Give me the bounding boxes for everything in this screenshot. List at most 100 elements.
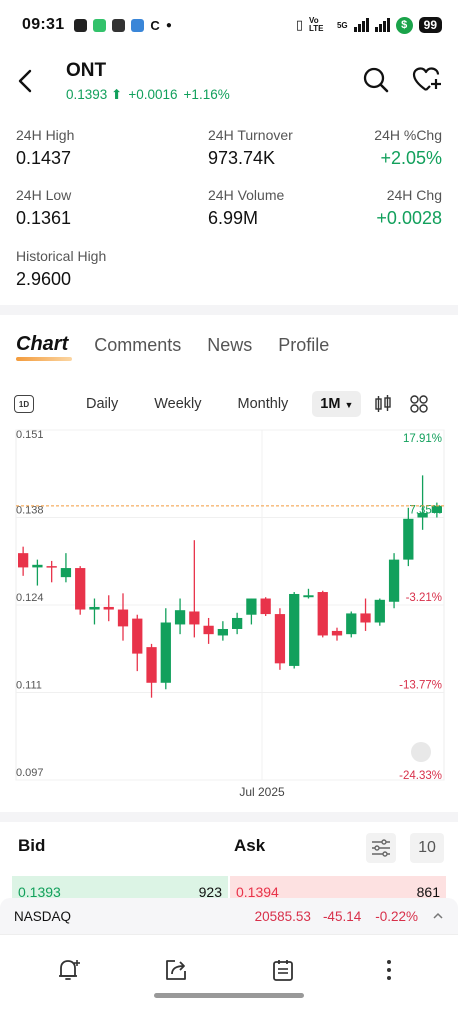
tab-news[interactable]: News bbox=[207, 335, 253, 355]
candle-body bbox=[374, 599, 385, 623]
section-divider-2 bbox=[0, 812, 458, 822]
grid-layout-icon[interactable] bbox=[409, 394, 429, 414]
bid-qty: 923 bbox=[198, 884, 222, 900]
bottom-toolbar bbox=[0, 934, 458, 1006]
dot-icon: ● bbox=[165, 19, 172, 31]
candle-body bbox=[89, 606, 100, 610]
app-icon bbox=[112, 18, 126, 32]
c-icon: C bbox=[150, 17, 160, 33]
y-tick-label: 0.124 bbox=[16, 592, 44, 604]
pct-tick-label: 17.91% bbox=[403, 433, 442, 445]
share-icon[interactable] bbox=[163, 957, 189, 983]
candle-body bbox=[189, 611, 200, 625]
status-right: ▯ Vo LTE 5G $ 99 bbox=[296, 16, 442, 34]
ask-row: 0.1394 861 bbox=[230, 876, 446, 902]
candle-body bbox=[346, 613, 357, 635]
stat-24h-high: 24H High 0.1437 bbox=[16, 127, 75, 168]
index-ticker[interactable]: NASDAQ 20585.53 -45.14 -0.22% bbox=[0, 898, 458, 934]
notes-icon[interactable] bbox=[270, 957, 296, 983]
period-1d[interactable]: 1D bbox=[14, 395, 34, 413]
stat-24h-pctchg: 24H %Chg +2.05% bbox=[374, 127, 442, 168]
up-arrow-icon: ⬆ bbox=[107, 87, 123, 102]
tab-profile[interactable]: Profile bbox=[278, 335, 330, 355]
candle-body bbox=[75, 568, 86, 610]
home-indicator bbox=[154, 993, 304, 998]
index-change: -45.14 bbox=[322, 908, 362, 924]
battery-icon: 99 bbox=[418, 17, 442, 33]
period-daily[interactable]: Daily bbox=[86, 396, 119, 412]
period-selector: 1D Daily Weekly Monthly 1M ▼ bbox=[14, 388, 444, 420]
candle-body bbox=[32, 564, 43, 568]
index-name: NASDAQ bbox=[14, 908, 72, 924]
stat-historical-high: Historical High 2.9600 bbox=[16, 248, 107, 289]
status-time: 09:31 bbox=[22, 16, 65, 33]
stat-24h-chg: 24H Chg +0.0028 bbox=[376, 187, 442, 228]
search-icon[interactable] bbox=[362, 66, 390, 94]
period-weekly[interactable]: Weekly bbox=[154, 396, 202, 412]
candle-body bbox=[289, 593, 300, 666]
candle-body bbox=[217, 628, 229, 636]
index-value: 20585.53 bbox=[254, 908, 311, 924]
order-book-header: Bid Ask 10 bbox=[0, 833, 458, 866]
more-icon[interactable] bbox=[376, 957, 402, 983]
candle-body bbox=[60, 568, 72, 578]
period-monthly[interactable]: Monthly bbox=[237, 396, 289, 412]
volte-label: Vo LTE bbox=[308, 16, 324, 33]
candle-body bbox=[246, 598, 257, 615]
notification-icons: C ● bbox=[74, 17, 172, 33]
header: ONT 0.1393 ⬆ +0.0016 +1.16% bbox=[0, 55, 458, 110]
price-change-pct: +1.16% bbox=[183, 87, 230, 102]
candlestick-chart: 0.151 17.91%0.138 7.35%0.124 -3.21%0.111 -13… bbox=[15, 429, 445, 799]
last-price: 0.1393 ⬆ bbox=[66, 87, 123, 102]
chevron-up-icon[interactable] bbox=[432, 910, 444, 922]
reset-zoom-icon bbox=[411, 742, 431, 762]
tab-comments[interactable]: Comments bbox=[94, 335, 182, 355]
candle-body bbox=[132, 618, 143, 654]
ask-qty: 861 bbox=[416, 884, 440, 900]
y-tick-label: 0.111 bbox=[16, 680, 42, 692]
back-icon[interactable] bbox=[12, 65, 40, 97]
depth-level-button[interactable]: 10 bbox=[410, 833, 444, 863]
bid-price: 0.1393 bbox=[18, 884, 61, 900]
network-label: 5G bbox=[336, 20, 348, 30]
status-bar: 09:31 C ● ▯ Vo LTE 5G $ 99 bbox=[0, 0, 458, 50]
candle-body bbox=[303, 595, 314, 598]
stats-panel: 24H High 0.1437 24H Turnover 973.74K 24H… bbox=[0, 120, 458, 305]
weather-icon bbox=[131, 18, 145, 32]
price-change: +0.0016 bbox=[128, 87, 178, 102]
candle-body bbox=[231, 617, 243, 629]
candle-body bbox=[274, 614, 286, 664]
ask-price: 0.1394 bbox=[236, 884, 279, 900]
section-divider bbox=[0, 305, 458, 315]
candle-body bbox=[160, 622, 171, 683]
tiktok-icon bbox=[74, 18, 88, 32]
price-line: 0.1393 ⬆ +0.0016 +1.16% bbox=[66, 87, 230, 103]
y-tick-label: 0.138 bbox=[16, 505, 44, 517]
candle-body bbox=[317, 592, 328, 636]
period-1m-dropdown[interactable]: 1M ▼ bbox=[312, 391, 362, 417]
x-axis-label: Jul 2025 bbox=[239, 785, 285, 799]
candle-body bbox=[331, 630, 343, 636]
tab-bar: Chart Comments News Profile bbox=[16, 333, 330, 361]
candle-body bbox=[146, 647, 157, 683]
pct-tick-label: -13.77% bbox=[399, 680, 442, 692]
candle-body bbox=[203, 625, 214, 635]
stat-24h-volume: 24H Volume 6.99M bbox=[208, 187, 285, 228]
price-chart[interactable]: 0.151 17.91% 0.138 7.35% 0.124 -3.21% 0.111 -13… bbox=[0, 425, 458, 805]
price-alert-icon[interactable] bbox=[56, 957, 82, 983]
candle-type-icon[interactable] bbox=[373, 394, 393, 414]
bid-title: Bid bbox=[18, 836, 46, 855]
symbol-title: ONT bbox=[66, 60, 107, 81]
candle-body bbox=[417, 512, 428, 518]
tab-chart[interactable]: Chart bbox=[16, 333, 73, 361]
candle-body bbox=[46, 566, 57, 568]
candle-body bbox=[403, 518, 414, 560]
filter-icon[interactable] bbox=[366, 833, 396, 863]
signal-icon-2 bbox=[374, 18, 390, 32]
candle-body bbox=[17, 553, 29, 568]
stat-24h-low: 24H Low 0.1361 bbox=[16, 187, 72, 228]
candle-body bbox=[431, 505, 443, 513]
stat-24h-turnover: 24H Turnover 973.74K bbox=[208, 127, 293, 168]
add-watchlist-icon[interactable] bbox=[412, 66, 444, 94]
candle-body bbox=[174, 610, 186, 625]
